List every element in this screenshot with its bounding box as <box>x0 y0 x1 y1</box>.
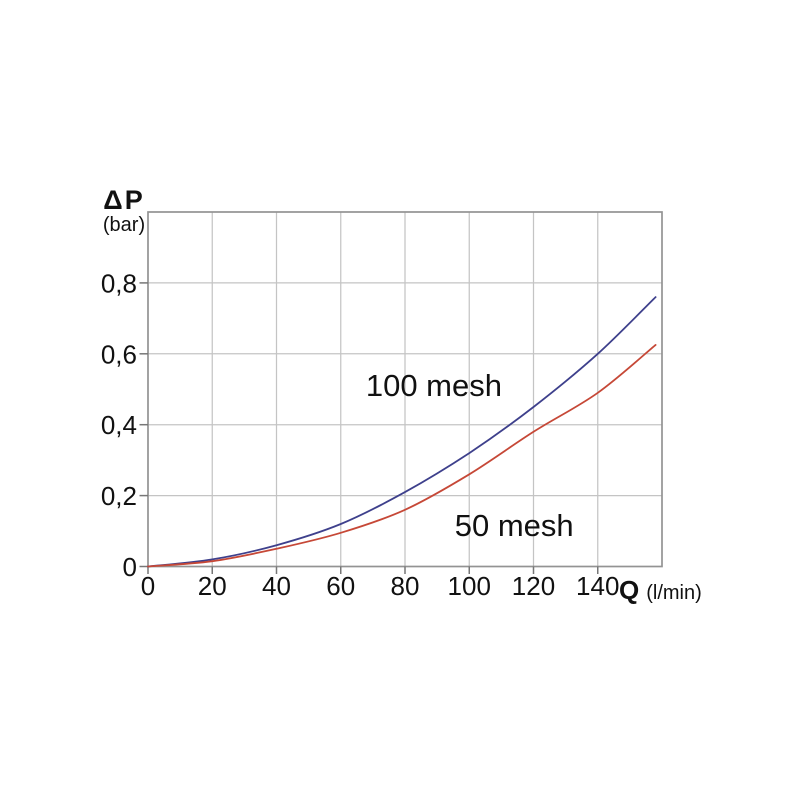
x-axis-unit-label: (l/min) <box>646 582 702 604</box>
x-tick-label: 60 <box>326 571 355 601</box>
y-tick-label: 0,2 <box>101 481 137 511</box>
x-tick-label: 0 <box>141 571 155 601</box>
y-tick-label: 0,8 <box>101 268 137 298</box>
y-tick-label: 0,4 <box>101 410 137 440</box>
y-axis-symbol: ΔP <box>103 185 145 215</box>
y-tick-label: 0,6 <box>101 339 137 369</box>
x-tick-label: 100 <box>448 571 491 601</box>
x-tick-label: 140 <box>576 571 619 601</box>
x-tick-label: 20 <box>198 571 227 601</box>
x-tick-label: 40 <box>262 571 291 601</box>
x-tick-label: 80 <box>391 571 420 601</box>
y-tick-label: 0 <box>123 552 137 582</box>
series-curve-1 <box>147 344 657 568</box>
y-axis-unit-label: (bar) <box>102 213 146 236</box>
x-axis-symbol: Q <box>619 575 640 605</box>
y-axis-title: ΔP (bar) <box>97 185 151 236</box>
x-axis-title: Q (l/min) <box>619 575 702 606</box>
series-label-100-mesh: 100 mesh <box>365 367 502 403</box>
x-tick-label: 120 <box>512 571 555 601</box>
series-label-50-mesh: 50 mesh <box>454 507 574 543</box>
series-curve-0 <box>147 296 657 568</box>
